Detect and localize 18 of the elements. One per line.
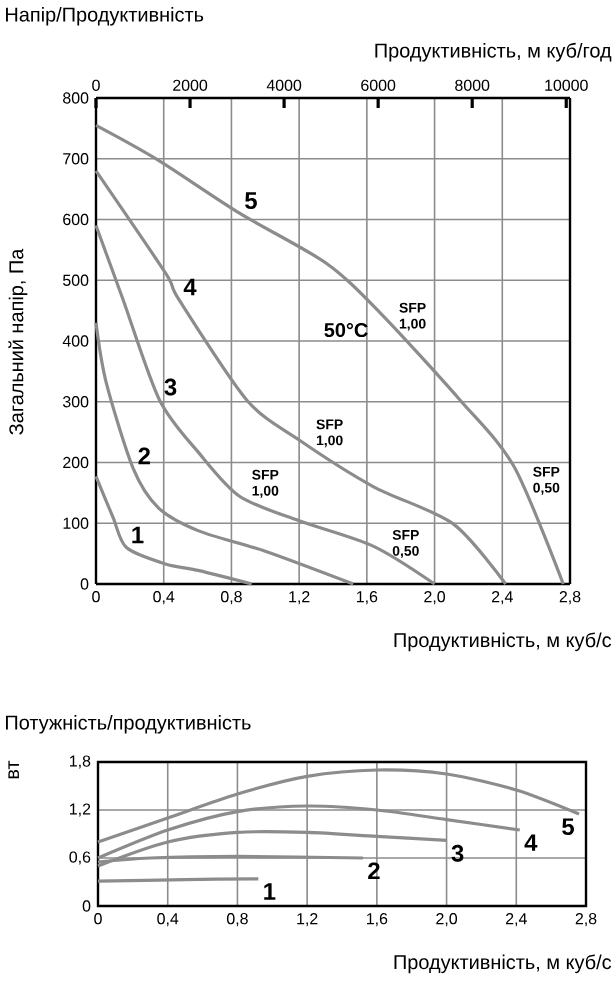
series-label: 5: [562, 818, 574, 836]
chart-title: Напір/Продуктивність: [6, 7, 204, 26]
y-axis-title: Загальний напір, Па: [8, 248, 28, 435]
series-label: 3: [164, 378, 177, 396]
series-label: 2: [368, 862, 380, 880]
series-label: 4: [183, 278, 197, 296]
y-axis-title: вт: [8, 760, 19, 779]
series-label: 2: [138, 447, 150, 465]
series-label: 5: [245, 192, 257, 210]
series-label: 1: [264, 883, 276, 900]
series-label: 4: [524, 834, 538, 851]
series-label: 1: [132, 526, 144, 544]
x-axis-title: Продуктивність, м куб/с: [394, 954, 612, 974]
series-label: 3: [451, 844, 464, 862]
x2-axis-title: Продуктивність, м куб/год: [375, 42, 612, 62]
chart-title: Потужність/продуктивність: [5, 715, 251, 734]
x-axis-title: Продуктивність, м куб/с: [394, 632, 612, 652]
annotation: 50°C: [324, 323, 368, 338]
